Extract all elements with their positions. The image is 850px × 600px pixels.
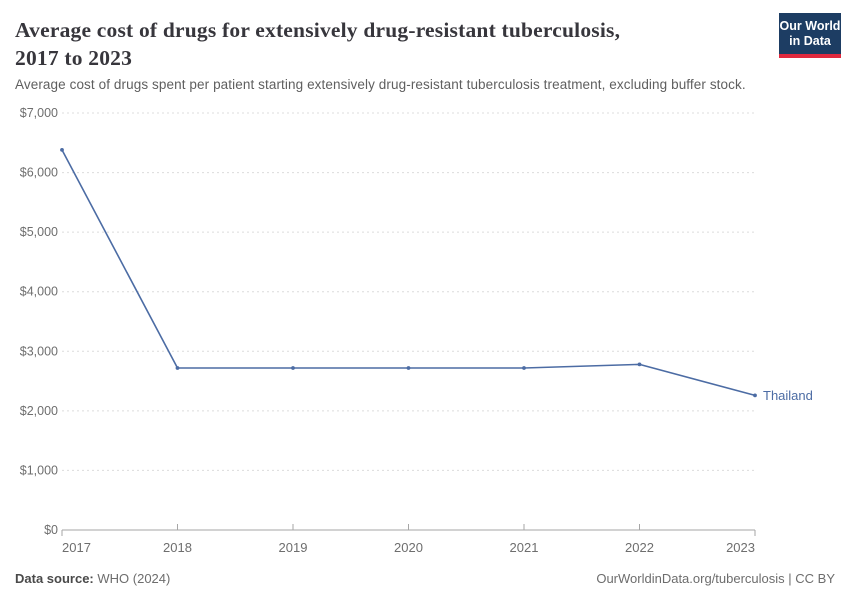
x-axis-label: 2019 <box>279 540 308 555</box>
chart-title-line2: 2017 to 2023 <box>15 46 133 70</box>
x-axis-label: 2017 <box>62 540 91 555</box>
y-axis-label: $2,000 <box>20 404 58 418</box>
data-source-value: WHO (2024) <box>97 571 171 586</box>
data-point[interactable] <box>522 366 526 370</box>
data-source: Data source: WHO (2024) <box>15 571 170 586</box>
data-point[interactable] <box>175 366 180 370</box>
y-axis-label: $7,000 <box>20 106 58 120</box>
x-axis-label: 2020 <box>394 540 423 555</box>
x-axis-label: 2022 <box>625 540 654 555</box>
chart-footer: Data source: WHO (2024) OurWorldinData.o… <box>15 571 835 586</box>
y-axis-label: $6,000 <box>20 166 58 180</box>
x-axis-label: 2021 <box>510 540 539 555</box>
y-axis-label: $1,000 <box>20 463 58 477</box>
owid-logo-line2: in Data <box>789 34 831 48</box>
y-axis-label: $3,000 <box>20 344 58 358</box>
license-link[interactable]: OurWorldinData.org/tuberculosis | CC BY <box>596 571 835 586</box>
chart-title-line1: Average cost of drugs for extensively dr… <box>15 18 621 42</box>
series-end-label: Thailand <box>763 388 813 403</box>
owid-logo[interactable]: Our World in Data <box>779 13 841 58</box>
data-point[interactable] <box>291 366 295 370</box>
x-axis-label: 2023 <box>726 540 755 555</box>
y-axis-label: $5,000 <box>20 225 58 239</box>
x-axis-label: 2018 <box>163 540 192 555</box>
data-point[interactable] <box>753 393 757 398</box>
data-point[interactable] <box>406 366 411 370</box>
data-source-label: Data source: <box>15 571 94 586</box>
data-series-line <box>61 149 756 397</box>
chart-title: Average cost of drugs for extensively dr… <box>15 16 620 72</box>
owid-logo-line1: Our World <box>779 19 841 33</box>
data-point[interactable] <box>60 148 64 152</box>
y-axis-label: $4,000 <box>20 285 58 299</box>
chart-subtitle: Average cost of drugs spent per patient … <box>15 77 746 92</box>
y-axis-label: $0 <box>44 523 58 537</box>
data-point[interactable] <box>637 362 642 367</box>
